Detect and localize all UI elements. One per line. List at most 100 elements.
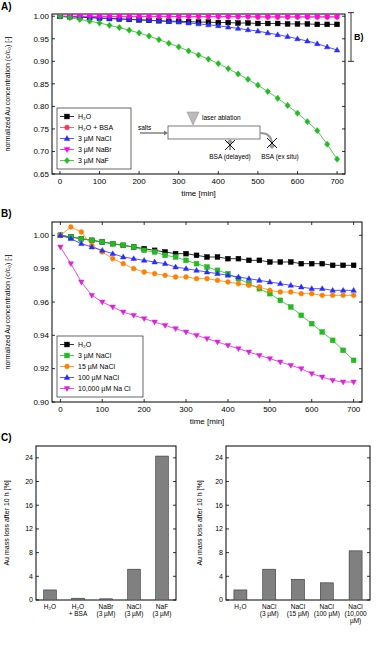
data-point (255, 21, 260, 26)
data-point (184, 258, 189, 263)
x-tick (297, 171, 298, 174)
x-tick (311, 222, 312, 225)
data-point (157, 14, 162, 19)
data-point (194, 253, 199, 258)
data-point (79, 230, 84, 235)
legend-marker (64, 136, 70, 141)
y-tick (226, 505, 229, 506)
data-point (275, 32, 281, 37)
data-point (285, 15, 290, 20)
data-point (166, 14, 172, 19)
data-point (324, 15, 330, 20)
data-point (226, 65, 231, 71)
data-point (288, 260, 293, 265)
data-point (120, 254, 126, 259)
series-line (60, 235, 353, 290)
y-tick (173, 600, 176, 601)
data-point (320, 293, 325, 298)
y-tick (52, 83, 55, 84)
y-tick (52, 61, 55, 62)
legend-label: H₂O (78, 341, 92, 348)
y-tick (367, 457, 370, 458)
data-point (299, 313, 304, 318)
data-point (265, 21, 270, 26)
data-point (351, 293, 356, 298)
line-panel: 01002003004005006007000.650.700.750.800.… (1, 1, 345, 198)
text-line: (100 µM) (314, 610, 340, 618)
y-tick (36, 481, 39, 482)
data-point (295, 15, 301, 20)
data-point (267, 288, 272, 293)
bar (100, 599, 113, 600)
data-point (299, 261, 304, 266)
x-tick-label: 500 (263, 405, 277, 414)
legend-label: 15 µM NaCl (78, 363, 116, 371)
y-tick-label: 0.95 (33, 35, 49, 44)
x-tick-label: 700 (347, 405, 361, 414)
data-point (58, 233, 63, 238)
plot-frame (36, 446, 176, 600)
x-tick (60, 399, 61, 402)
data-point (147, 14, 152, 19)
data-point (236, 14, 241, 19)
y-tick (36, 457, 39, 458)
data-point (163, 253, 168, 258)
data-area (234, 551, 362, 600)
data-point (216, 15, 222, 20)
data-point (163, 273, 168, 278)
data-point (255, 28, 261, 33)
data-point (68, 236, 74, 241)
y-tick (52, 402, 55, 403)
data-point (335, 22, 340, 27)
data-point (275, 95, 280, 101)
x-tick-label: 600 (305, 405, 319, 414)
series-line (60, 16, 337, 159)
x-tick-label: 100 (96, 405, 110, 414)
bar (128, 569, 141, 600)
y-tick (173, 552, 176, 553)
y-tick (52, 38, 55, 39)
data-point (295, 36, 301, 41)
data-point (309, 291, 314, 296)
x-tick (269, 222, 270, 225)
category-label: NaCl(100 µM) (314, 603, 340, 618)
x-tick (102, 399, 103, 402)
data-point (309, 286, 315, 291)
data-point (131, 266, 136, 271)
data-point (315, 128, 320, 134)
y-tick (359, 402, 362, 403)
data-point (186, 15, 192, 20)
data-point (257, 258, 262, 263)
x-tick (218, 171, 219, 174)
x-tick-label: 0 (58, 177, 63, 186)
data-point (152, 320, 158, 325)
x-tick (99, 171, 100, 174)
legend-label: 3 µM NaCl (78, 352, 112, 360)
category-label: NaCl(3 µM) (260, 603, 279, 618)
legend-label: 3 µM NaBr (78, 146, 112, 154)
y-tick (359, 335, 362, 336)
data-point (298, 367, 304, 372)
x-tick (178, 171, 179, 174)
data-point (330, 338, 335, 343)
x-tick-label: 500 (251, 177, 265, 186)
x-tick-label: 700 (330, 177, 344, 186)
y-tick (342, 16, 345, 17)
y-tick (173, 481, 176, 482)
data-point (325, 15, 330, 20)
bracket-end (348, 61, 354, 62)
data-point (225, 15, 231, 20)
y-tick-label: 0.90 (33, 398, 49, 407)
data-point (278, 260, 283, 265)
data-point (100, 240, 105, 245)
data-point (137, 14, 142, 19)
text-line: + BSA (69, 610, 88, 617)
data-point (235, 26, 241, 31)
data-point (110, 241, 115, 246)
y-tick (173, 576, 176, 577)
legend: H₂OH₂O + BSA3 µM NaCl3 µM NaBr3 µM NaF (57, 108, 131, 169)
data-point (89, 293, 95, 298)
text-line: NaCl (262, 603, 277, 610)
bar (234, 590, 247, 600)
data-point (117, 14, 122, 19)
